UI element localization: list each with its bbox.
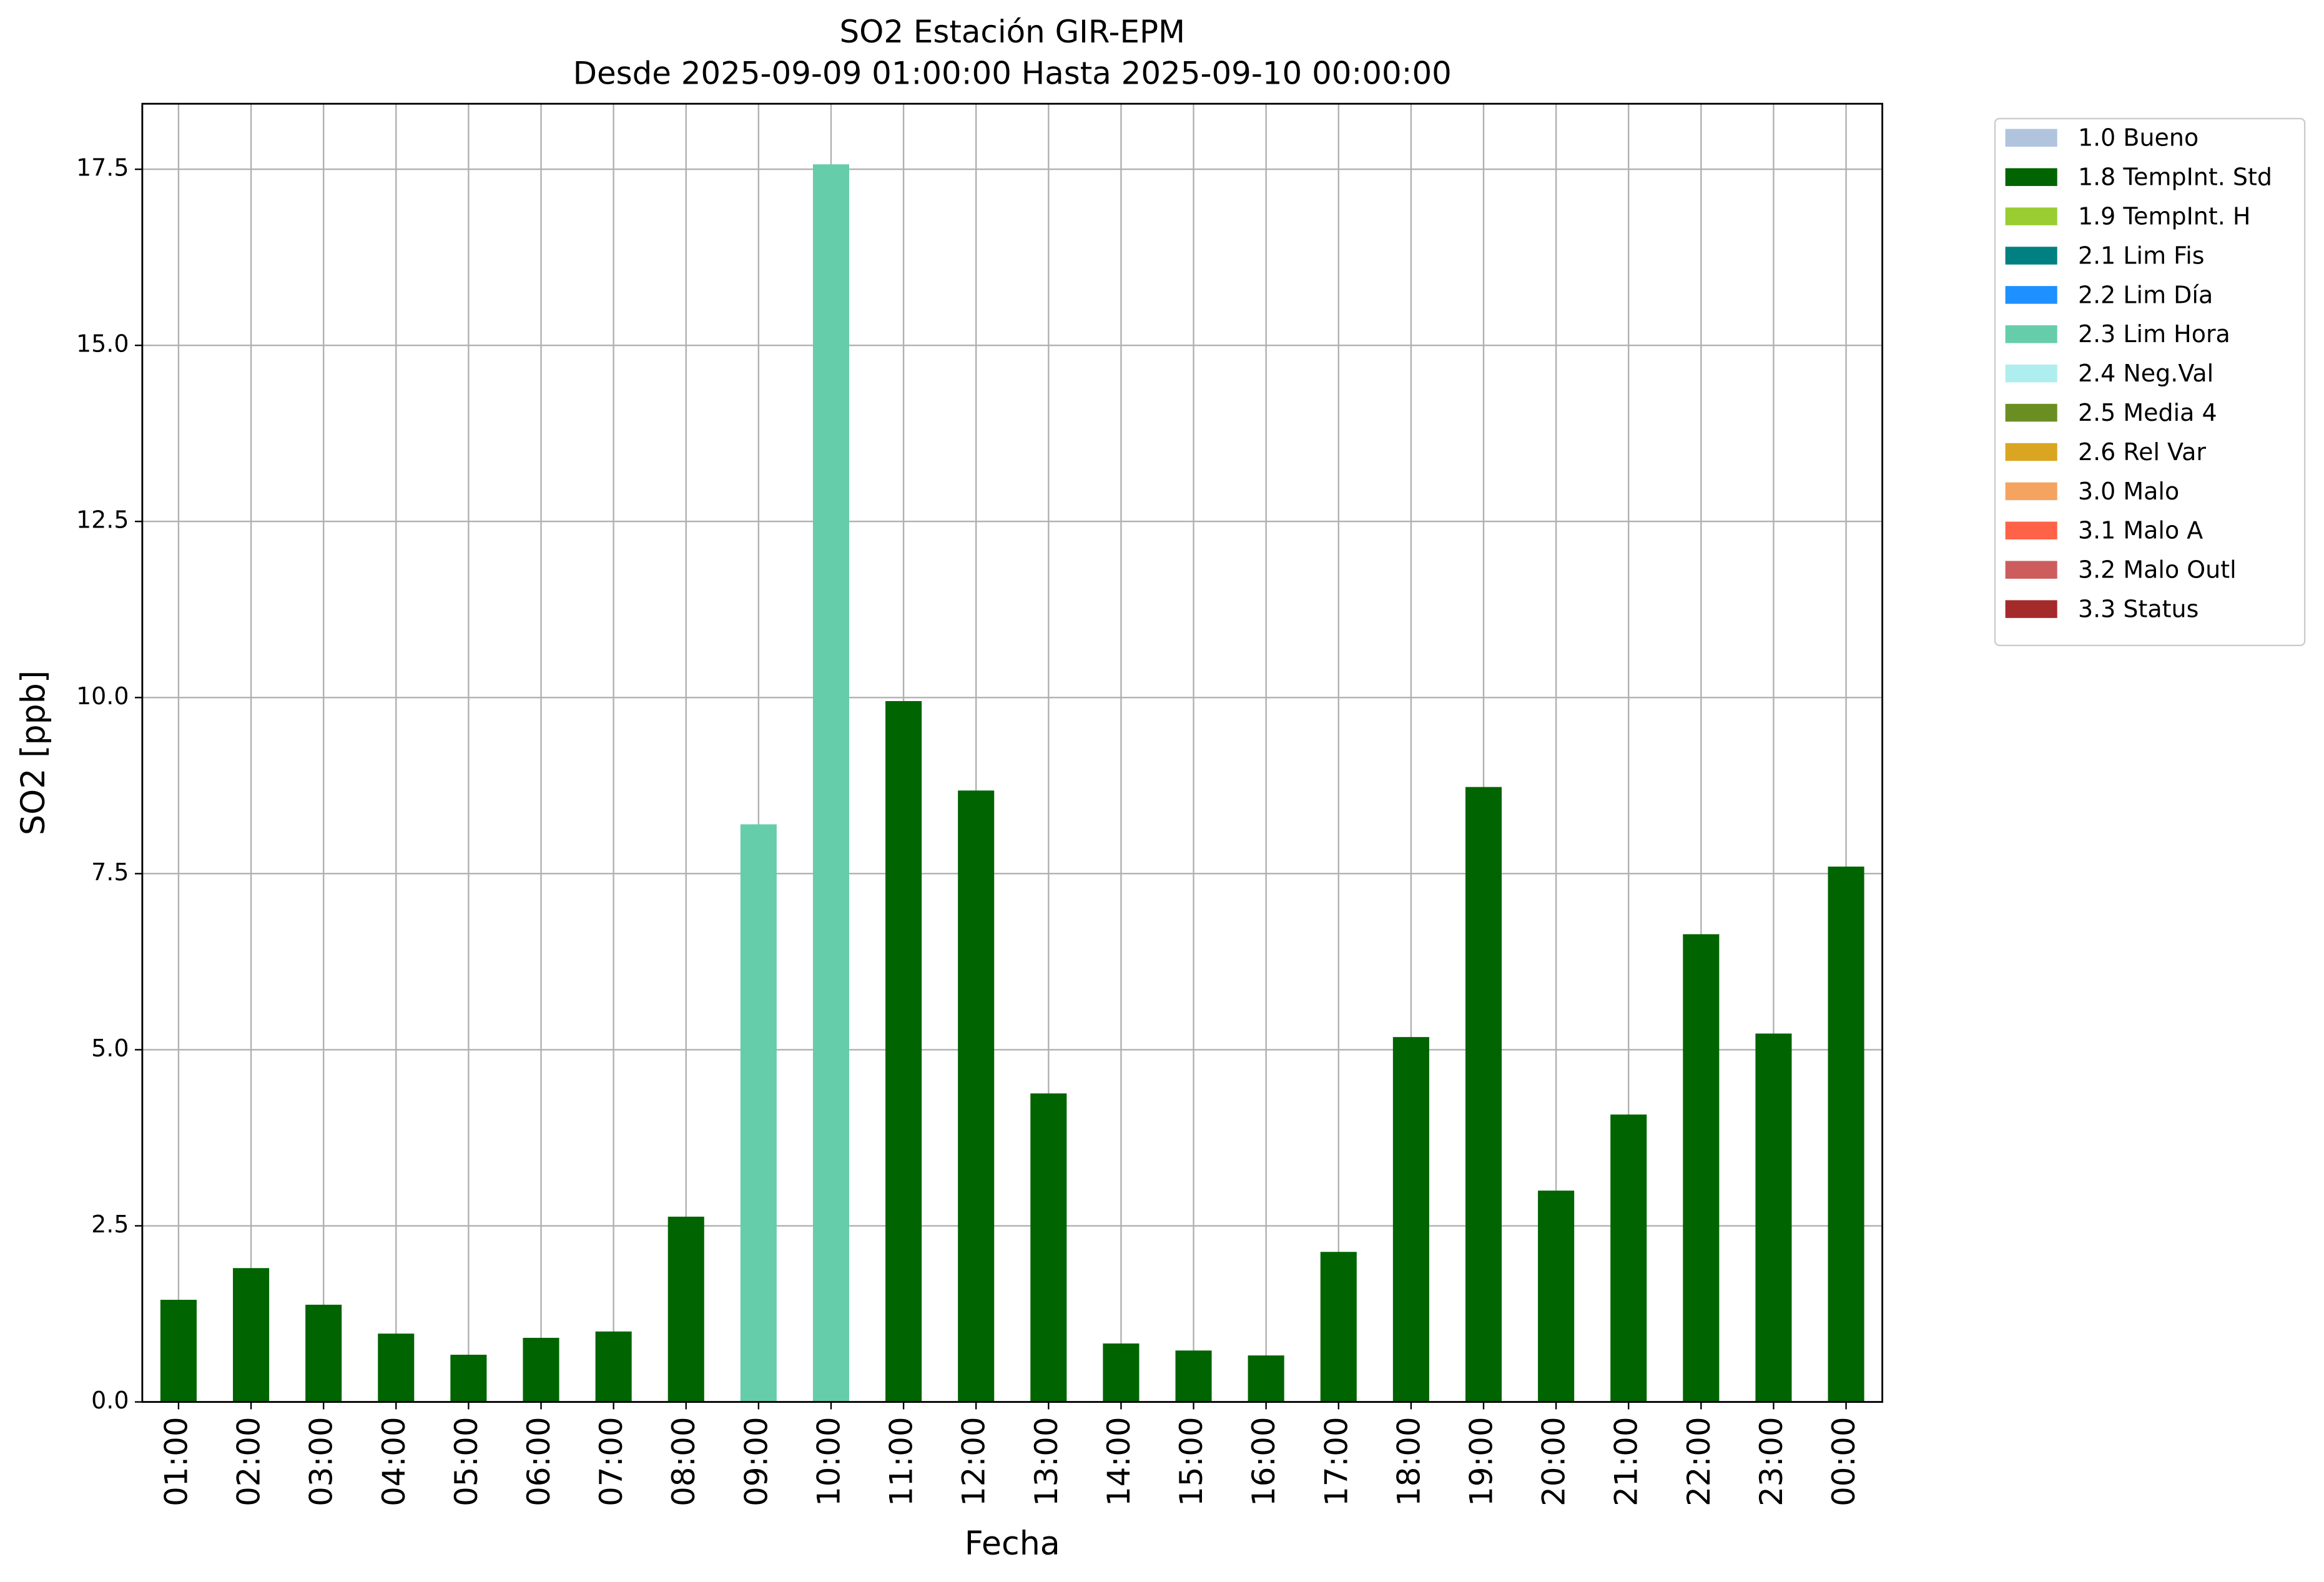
bar <box>1103 1343 1140 1402</box>
x-tick-label: 17:00 <box>1318 1417 1354 1506</box>
legend-label: 1.8 TempInt. Std <box>2078 164 2272 191</box>
x-tick-label: 23:00 <box>1753 1417 1790 1506</box>
x-tick-label: 18:00 <box>1391 1417 1427 1506</box>
legend-swatch <box>2005 443 2057 461</box>
legend-label: 2.1 Lim Fis <box>2078 242 2205 269</box>
plot-frame <box>141 102 1884 1403</box>
bar <box>812 164 849 1402</box>
bar <box>1465 787 1502 1402</box>
y-tick-label: 5.0 <box>91 1034 129 1062</box>
bar <box>1248 1355 1284 1402</box>
bar <box>378 1334 415 1402</box>
x-axis-label: Fecha <box>965 1525 1060 1563</box>
bar <box>1030 1093 1067 1402</box>
x-tick-label: 04:00 <box>376 1417 412 1506</box>
bar <box>1610 1114 1647 1402</box>
legend-label: 2.6 Rel Var <box>2078 438 2206 466</box>
x-tick-label: 15:00 <box>1173 1417 1209 1506</box>
legend-swatch <box>2005 247 2057 265</box>
x-tick-label: 13:00 <box>1028 1417 1065 1506</box>
x-tick-label: 14:00 <box>1101 1417 1137 1506</box>
legend-swatch <box>2005 561 2057 579</box>
legend-swatch <box>2005 325 2057 343</box>
legend-swatch <box>2005 521 2057 540</box>
bar <box>740 824 777 1402</box>
y-axis-label: SO2 [ppb] <box>15 671 52 835</box>
chart-title: SO2 Estación GIR-EPM <box>840 14 1185 50</box>
bar <box>305 1304 342 1402</box>
legend-swatch <box>2005 364 2057 383</box>
y-tick-label: 0.0 <box>91 1387 129 1414</box>
x-tick-label: 08:00 <box>666 1417 702 1506</box>
bar <box>667 1216 704 1402</box>
x-tick-label: 20:00 <box>1536 1417 1572 1506</box>
y-tick-label: 2.5 <box>91 1211 129 1238</box>
legend-label: 3.0 Malo <box>2078 478 2179 505</box>
x-tick-label: 19:00 <box>1463 1417 1499 1506</box>
x-tick-label: 02:00 <box>231 1417 267 1506</box>
x-tick-label: 05:00 <box>448 1417 485 1506</box>
y-tick-label: 17.5 <box>76 154 129 182</box>
x-tick-label: 00:00 <box>1826 1417 1862 1506</box>
x-tick-label: 16:00 <box>1246 1417 1282 1506</box>
x-tick-label: 12:00 <box>956 1417 992 1506</box>
x-tick-label: 07:00 <box>593 1417 629 1506</box>
x-tick-label: 03:00 <box>303 1417 340 1506</box>
bar <box>885 700 922 1402</box>
legend-swatch <box>2005 168 2057 186</box>
chart-subtitle: Desde 2025-09-09 01:00:00 Hasta 2025-09-… <box>573 56 1452 92</box>
y-tick-label: 10.0 <box>76 682 129 710</box>
legend-swatch <box>2005 286 2057 304</box>
legend-label: 3.2 Malo Outl <box>2078 556 2237 584</box>
bars <box>160 164 1864 1402</box>
bar <box>523 1337 559 1402</box>
legend-label: 1.0 Bueno <box>2078 124 2198 152</box>
bar <box>1538 1191 1575 1402</box>
bar <box>1175 1350 1212 1402</box>
legend-box <box>1994 117 2306 646</box>
x-tick-label: 06:00 <box>521 1417 557 1506</box>
y-tick-label: 15.0 <box>76 330 129 358</box>
bar <box>1392 1037 1429 1402</box>
bar <box>1828 867 1864 1402</box>
y-tick-label: 7.5 <box>91 858 129 886</box>
x-tick-label: 10:00 <box>810 1417 847 1506</box>
bar <box>450 1354 487 1402</box>
legend: 1.0 Bueno 1.8 TempInt. Std 1.9 TempInt. H 2… <box>1994 117 2306 646</box>
x-tick-label: 01:00 <box>158 1417 194 1506</box>
legend-swatch <box>2005 403 2057 422</box>
bar <box>1755 1033 1792 1402</box>
legend-label: 3.3 Status <box>2078 595 2198 622</box>
y-tick-label: 12.5 <box>76 506 129 534</box>
bar <box>233 1268 270 1402</box>
legend-label: 2.3 Lim Hora <box>2078 320 2230 348</box>
x-tick-label: 22:00 <box>1681 1417 1717 1506</box>
bar <box>595 1331 632 1402</box>
bar <box>160 1299 197 1402</box>
x-tick-label: 21:00 <box>1608 1417 1645 1506</box>
axes: 0.0 2.5 5.0 7.5 10.0 12.5 15.0 17.5 01:00 02:00 03… <box>76 102 1884 1506</box>
legend-swatch <box>2005 129 2057 147</box>
legend-label: 2.4 Neg.Val <box>2078 360 2213 387</box>
x-tick-label: 09:00 <box>738 1417 774 1506</box>
legend-label: 2.5 Media 4 <box>2078 399 2217 426</box>
legend-label: 1.9 TempInt. H <box>2078 202 2250 230</box>
legend-label: 3.1 Malo A <box>2078 517 2203 544</box>
x-tick-label: 11:00 <box>884 1417 920 1506</box>
legend-swatch <box>2005 207 2057 225</box>
bar <box>1683 934 1720 1402</box>
legend-swatch <box>2005 482 2057 501</box>
legend-swatch <box>2005 600 2057 618</box>
bar <box>958 790 995 1402</box>
legend-label: 2.2 Lim Día <box>2078 281 2213 308</box>
bar <box>1320 1252 1357 1402</box>
